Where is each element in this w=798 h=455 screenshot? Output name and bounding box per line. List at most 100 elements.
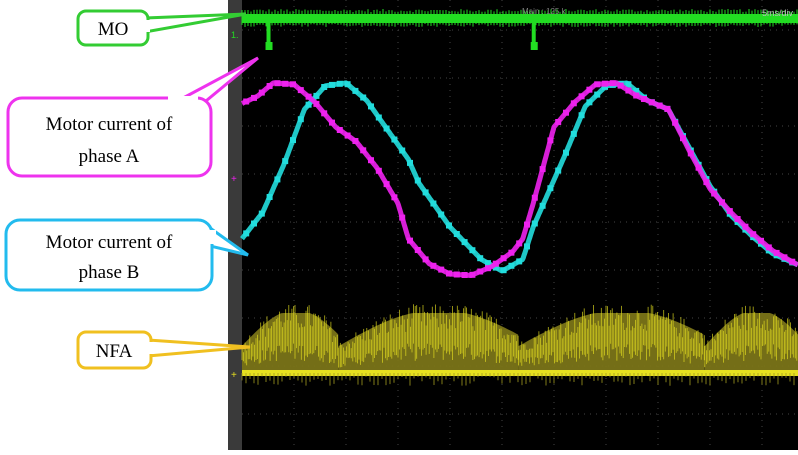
phase-a-step [391,194,398,201]
phase-a-step [570,100,577,107]
phase-b-step [274,176,281,183]
phase-a-step [500,255,507,262]
phase-b-step [243,230,250,237]
callout-phase-a-box [6,96,213,178]
phase-a-step [329,119,335,126]
phase-b-step [422,189,429,196]
phase-a-step [446,270,452,277]
phase-a-step [789,258,796,265]
phase-b-step [360,94,367,101]
phase-b-step [531,220,538,227]
callout-nfa-joint [143,342,153,354]
phase-a-step [485,265,491,272]
phase-b-step [297,116,304,123]
phase-b-step [453,231,460,237]
phase-a-step [321,110,328,117]
phase-b-step [555,167,562,174]
phase-b-step [492,264,499,271]
phase-b-step [391,136,398,143]
phase-a-step [578,93,585,100]
phase-b-step [430,200,437,207]
callout-phase-b: Motor current of phase B [4,218,249,292]
phase-b-step [282,158,289,165]
series-phase-a [240,80,798,278]
phase-a-step [375,167,382,174]
phase-a-step [258,89,265,96]
phase-b-step [485,260,491,267]
phase-a-step [344,132,351,139]
mo-pulse-edge [531,18,536,48]
phase-b-step [500,267,507,274]
callout-phase-a-line2: phase A [79,146,140,167]
phase-a-step [524,221,530,228]
phase-a-step [617,82,624,89]
phase-a-step [422,256,429,263]
phase-b-step [446,222,452,229]
phase-a-step [469,271,476,278]
phase-a-step [758,237,764,244]
phase-b-step [578,112,585,119]
time-per-div-readout: 5ms/div [762,8,794,18]
phase-a-step [641,96,647,102]
phase-b-step [290,137,296,144]
phase-b-step [508,262,515,269]
phase-a-step [430,262,437,269]
phase-a-step [539,166,546,173]
nfa-baseline [242,370,798,376]
phase-a-step [586,86,593,93]
callout-phase-a-joint [168,96,198,104]
phase-b-step [258,210,265,217]
phase-b-step [368,103,374,110]
scope-left-bezel [228,0,242,450]
phase-a-step [656,102,663,109]
callout-mo-label: MO [98,19,129,40]
phase-a-step [765,244,772,251]
mo-high-level [242,14,798,23]
phase-b-step [414,177,421,184]
phase-b-step [438,211,445,218]
callout-nfa: NFA [76,330,251,370]
phase-b-step [266,194,273,200]
nfa-ground-marker: + [231,370,237,381]
series-mo [241,9,798,50]
callout-mo-joint [140,20,150,32]
phase-a-step [563,109,569,116]
phase-a-step [516,240,523,247]
phase-a-step [594,81,601,88]
phase-a-step [742,223,749,230]
phase-a-step [508,249,515,256]
phase-a-step [555,119,562,125]
phase-b-step [625,81,632,88]
timebase-readout: Main : 125 k [522,7,567,16]
phase-a-step [414,247,421,253]
phase-a-step [633,92,640,99]
mo-pulse-low [265,42,273,50]
phase-a-step [251,94,257,101]
phase-a-step [336,127,343,133]
mo-pulse-low [530,42,538,50]
phase-a-ground-marker: + [231,174,237,185]
callout-phase-a: Motor current of phase A [6,56,259,178]
phase-b-step [586,99,593,106]
phase-b-step [352,87,359,94]
phase-a-step [672,119,679,126]
callout-phase-b-line2: phase B [79,262,140,283]
phase-a-step [492,260,499,267]
phase-b-step [336,80,343,87]
phase-b-step [602,83,608,90]
phase-a-step [352,138,359,144]
phase-a-step [383,181,390,188]
phase-a-step [547,137,554,144]
phase-b-step [407,159,413,166]
phase-a-step [313,100,320,107]
phase-a-step [680,135,686,142]
phase-a-step [711,190,718,197]
phase-b-step [477,255,484,262]
phase-b-step [383,125,390,132]
phase-a-step [719,199,725,206]
callout-phase-b-joint [206,230,216,244]
scope-screen [228,0,798,450]
phase-a-step [781,254,788,261]
phase-a-step [305,93,312,100]
phase-a-step [243,98,250,105]
